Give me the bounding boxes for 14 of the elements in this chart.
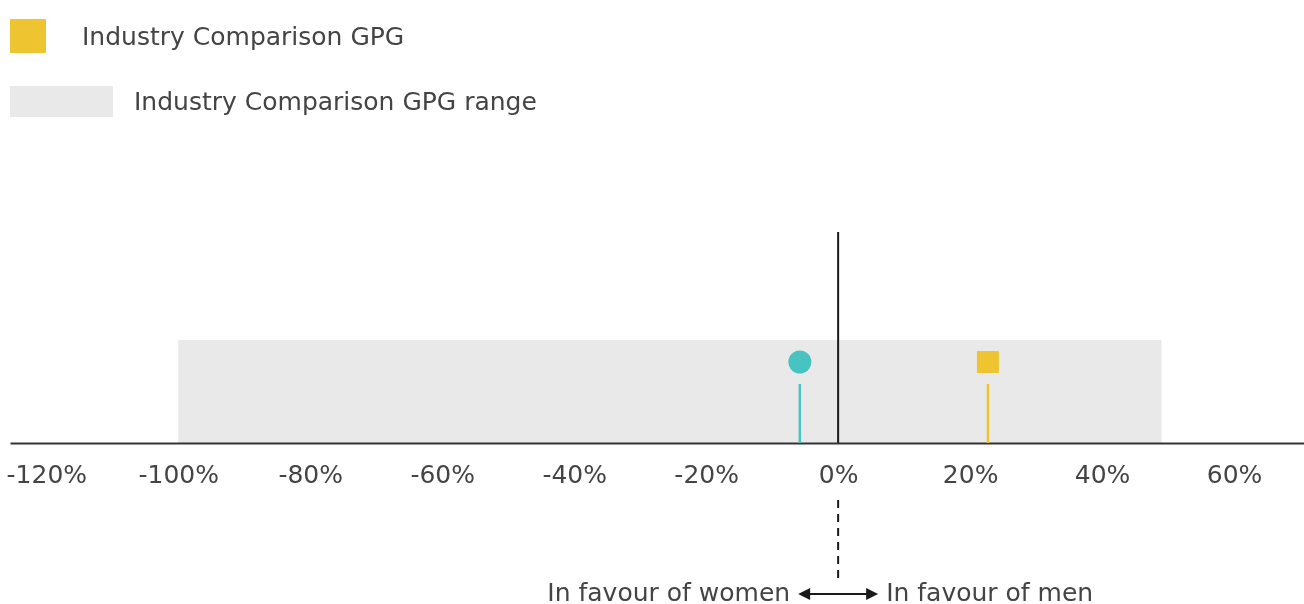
text: In favour of men — [886, 578, 1094, 604]
x-tick-label: -20% — [674, 459, 739, 489]
legend-label: Industry Comparison GPG range — [134, 87, 537, 116]
x-tick-label: 60% — [1206, 459, 1263, 489]
x-tick-label: -120% — [6, 459, 88, 489]
legend-label: Industry Comparison GPG — [82, 22, 405, 51]
x-tick-label: 20% — [942, 459, 999, 489]
text: In favour of women — [547, 578, 791, 604]
x-tick-label: -100% — [138, 459, 220, 489]
x-tick-label: -60% — [410, 459, 476, 489]
x-tick-label: 40% — [1074, 459, 1131, 489]
x-tick-label: 0% — [818, 459, 859, 489]
x-tick-label: -80% — [278, 459, 344, 489]
x-tick-label: -40% — [542, 459, 607, 489]
